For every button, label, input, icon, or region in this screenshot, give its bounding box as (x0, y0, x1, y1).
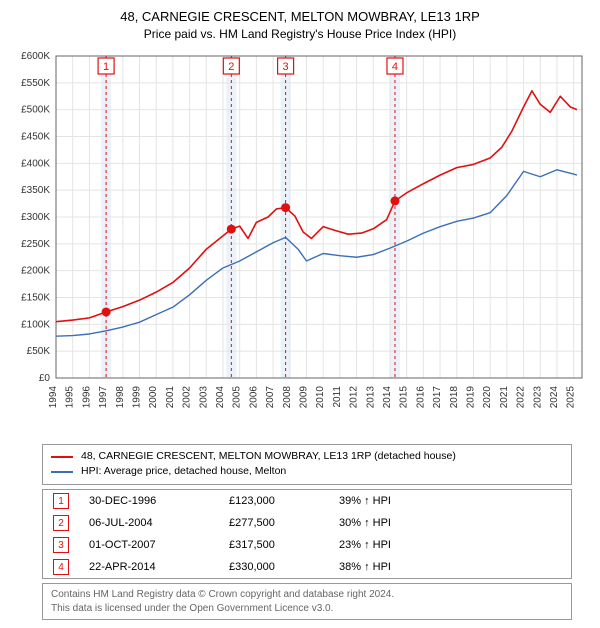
sale-marker-badge: 2 (53, 515, 69, 531)
sale-hpi-diff: 30% ↑ HPI (339, 517, 561, 529)
svg-text:2005: 2005 (232, 385, 243, 408)
svg-text:2013: 2013 (365, 385, 376, 408)
svg-text:2012: 2012 (349, 385, 360, 408)
svg-text:£250K: £250K (21, 239, 50, 250)
legend-label: HPI: Average price, detached house, Melt… (81, 464, 286, 480)
svg-text:2000: 2000 (148, 385, 159, 408)
svg-text:2022: 2022 (516, 385, 527, 408)
svg-text:2014: 2014 (382, 385, 393, 408)
svg-text:2020: 2020 (482, 385, 493, 408)
svg-text:2016: 2016 (415, 385, 426, 408)
svg-text:2004: 2004 (215, 385, 226, 408)
legend: 48, CARNEGIE CRESCENT, MELTON MOWBRAY, L… (42, 444, 572, 486)
sale-hpi-diff: 38% ↑ HPI (339, 561, 561, 573)
svg-text:2015: 2015 (399, 385, 410, 408)
svg-text:2001: 2001 (165, 385, 176, 408)
sale-price: £330,000 (229, 561, 319, 573)
attribution: Contains HM Land Registry data © Crown c… (42, 583, 572, 620)
svg-text:2010: 2010 (315, 385, 326, 408)
sale-hpi-diff: 39% ↑ HPI (339, 495, 561, 507)
svg-text:1997: 1997 (98, 385, 109, 408)
svg-text:2023: 2023 (532, 385, 543, 408)
svg-text:1994: 1994 (48, 385, 59, 408)
svg-text:2006: 2006 (248, 385, 259, 408)
svg-text:£150K: £150K (21, 292, 50, 303)
chart-svg: £0 £50K £100K £150K £200K £250K £300K £350K £400… (8, 48, 592, 438)
svg-text:3: 3 (283, 61, 289, 73)
sale-marker-badge: 3 (53, 537, 69, 553)
svg-text:2011: 2011 (332, 385, 343, 407)
legend-item: 48, CARNEGIE CRESCENT, MELTON MOWBRAY, L… (51, 449, 563, 465)
table-row: 1 30-DEC-1996 £123,000 39% ↑ HPI (43, 490, 571, 512)
svg-text:2025: 2025 (566, 385, 577, 408)
svg-text:2009: 2009 (298, 385, 309, 408)
svg-text:2017: 2017 (432, 385, 443, 408)
page-title: 48, CARNEGIE CRESCENT, MELTON MOWBRAY, L… (8, 8, 592, 26)
legend-label: 48, CARNEGIE CRESCENT, MELTON MOWBRAY, L… (81, 449, 456, 465)
svg-text:2021: 2021 (499, 385, 510, 408)
table-row: 3 01-OCT-2007 £317,500 23% ↑ HPI (43, 534, 571, 556)
sale-marker-badge: 1 (53, 493, 69, 509)
svg-text:1995: 1995 (65, 385, 76, 408)
attribution-line: Contains HM Land Registry data © Crown c… (51, 588, 563, 602)
svg-text:2002: 2002 (182, 385, 193, 408)
table-row: 2 06-JUL-2004 £277,500 30% ↑ HPI (43, 512, 571, 534)
legend-item: HPI: Average price, detached house, Melt… (51, 464, 563, 480)
sale-date: 01-OCT-2007 (89, 539, 209, 551)
legend-swatch (51, 471, 73, 473)
svg-text:2018: 2018 (449, 385, 460, 408)
sale-date: 22-APR-2014 (89, 561, 209, 573)
svg-text:2003: 2003 (198, 385, 209, 408)
svg-text:£350K: £350K (21, 185, 50, 196)
sale-date: 30-DEC-1996 (89, 495, 209, 507)
price-chart: £0 £50K £100K £150K £200K £250K £300K £350K £400… (8, 48, 592, 438)
svg-text:£50K: £50K (27, 346, 51, 357)
svg-text:£300K: £300K (21, 212, 50, 223)
svg-text:£500K: £500K (21, 104, 50, 115)
svg-text:2007: 2007 (265, 385, 276, 408)
svg-text:£450K: £450K (21, 131, 50, 142)
sales-table: 1 30-DEC-1996 £123,000 39% ↑ HPI 2 06-JUL-200… (42, 489, 572, 579)
svg-text:4: 4 (392, 61, 398, 73)
svg-text:1999: 1999 (131, 385, 142, 408)
svg-text:2019: 2019 (465, 385, 476, 408)
sale-marker-badge: 4 (53, 559, 69, 575)
sale-price: £123,000 (229, 495, 319, 507)
page-subtitle: Price paid vs. HM Land Registry's House … (8, 26, 592, 42)
svg-text:2024: 2024 (549, 385, 560, 408)
svg-text:2: 2 (228, 61, 234, 73)
attribution-line: This data is licensed under the Open Gov… (51, 602, 563, 616)
sale-hpi-diff: 23% ↑ HPI (339, 539, 561, 551)
svg-text:1996: 1996 (81, 385, 92, 408)
sale-date: 06-JUL-2004 (89, 517, 209, 529)
svg-text:£100K: £100K (21, 319, 50, 330)
table-row: 4 22-APR-2014 £330,000 38% ↑ HPI (43, 556, 571, 578)
sale-price: £317,500 (229, 539, 319, 551)
svg-text:£200K: £200K (21, 265, 50, 276)
svg-text:2008: 2008 (282, 385, 293, 408)
legend-swatch (51, 456, 73, 458)
svg-text:1998: 1998 (115, 385, 126, 408)
svg-text:£400K: £400K (21, 158, 50, 169)
svg-text:£600K: £600K (21, 51, 50, 62)
svg-text:£0: £0 (39, 373, 51, 384)
sale-price: £277,500 (229, 517, 319, 529)
svg-text:1: 1 (103, 61, 109, 73)
svg-text:£550K: £550K (21, 78, 50, 89)
